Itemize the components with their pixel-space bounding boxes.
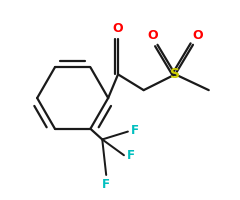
Text: O: O — [113, 22, 123, 35]
Text: F: F — [102, 178, 110, 191]
Text: O: O — [147, 29, 158, 42]
Text: S: S — [170, 67, 180, 81]
Text: F: F — [127, 149, 135, 162]
Text: O: O — [192, 29, 203, 42]
Text: F: F — [131, 124, 139, 137]
